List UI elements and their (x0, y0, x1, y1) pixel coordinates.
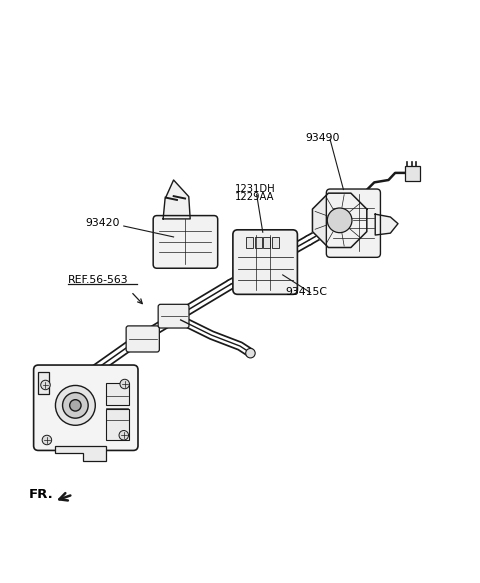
FancyBboxPatch shape (326, 189, 381, 257)
FancyBboxPatch shape (126, 326, 159, 352)
Circle shape (62, 392, 88, 418)
Polygon shape (375, 214, 398, 235)
FancyBboxPatch shape (158, 304, 189, 328)
Circle shape (42, 436, 52, 445)
Bar (106, 382, 129, 405)
Bar (246, 237, 253, 248)
Circle shape (41, 380, 50, 389)
FancyBboxPatch shape (153, 216, 218, 268)
Polygon shape (163, 180, 190, 219)
Bar (405, 166, 420, 181)
Bar (255, 237, 262, 248)
Circle shape (327, 208, 352, 233)
FancyBboxPatch shape (233, 230, 298, 294)
Polygon shape (312, 193, 367, 248)
Circle shape (246, 349, 255, 358)
Text: 1231DH: 1231DH (235, 184, 276, 194)
Bar (272, 237, 279, 248)
Text: 93490: 93490 (305, 132, 340, 143)
Polygon shape (38, 372, 49, 394)
FancyBboxPatch shape (34, 365, 138, 451)
Circle shape (56, 385, 96, 425)
Bar (263, 237, 270, 248)
Text: FR.: FR. (29, 488, 54, 501)
Text: 93415C: 93415C (285, 287, 327, 297)
Text: 1229AA: 1229AA (235, 192, 275, 202)
Circle shape (70, 400, 81, 411)
Text: 93420: 93420 (86, 218, 120, 228)
Polygon shape (55, 445, 106, 461)
Text: REF.56-563: REF.56-563 (68, 275, 129, 285)
Circle shape (119, 430, 129, 440)
Bar (106, 409, 129, 440)
Circle shape (120, 380, 130, 389)
